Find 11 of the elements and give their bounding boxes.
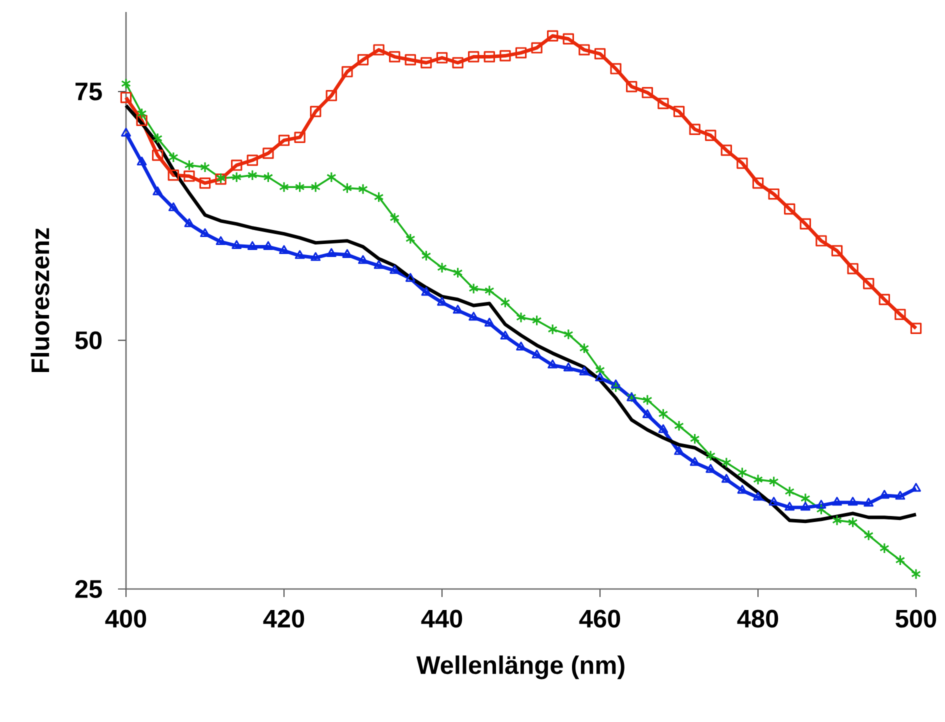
y-tick-label: 75	[76, 82, 102, 100]
x-tick-label: 400	[105, 610, 146, 628]
x-tick-label: 420	[263, 610, 304, 628]
x-tick-label: 460	[579, 610, 620, 628]
x-tick-label: 500	[896, 610, 936, 628]
y-tick-label: 50	[75, 331, 102, 350]
x-tick-label: 440	[421, 610, 462, 628]
y-axis-title: Fluoreszenz	[30, 228, 50, 372]
x-axis-title: Wellenlänge (nm)	[416, 655, 624, 680]
x-tick-label: 480	[737, 610, 778, 628]
y-tick-label: 25	[75, 580, 102, 598]
